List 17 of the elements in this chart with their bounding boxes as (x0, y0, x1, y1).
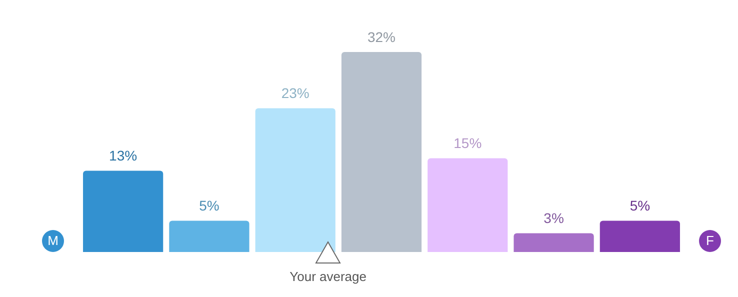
bar (514, 233, 594, 252)
data-label: 23% (281, 85, 310, 102)
data-label: 5% (630, 198, 650, 214)
bar (255, 108, 336, 252)
bar (83, 170, 164, 252)
data-label: 3% (544, 210, 564, 226)
bar (341, 52, 422, 252)
text: Your average (288, 269, 368, 284)
text: M (42, 230, 64, 252)
data-label: 15% (454, 135, 482, 152)
bar (169, 220, 250, 252)
data-label: 32% (367, 28, 396, 45)
bar (600, 220, 680, 252)
text: F (699, 230, 721, 252)
data-label: 13% (109, 148, 138, 164)
data-label: 5% (199, 198, 220, 214)
bar (428, 158, 508, 252)
